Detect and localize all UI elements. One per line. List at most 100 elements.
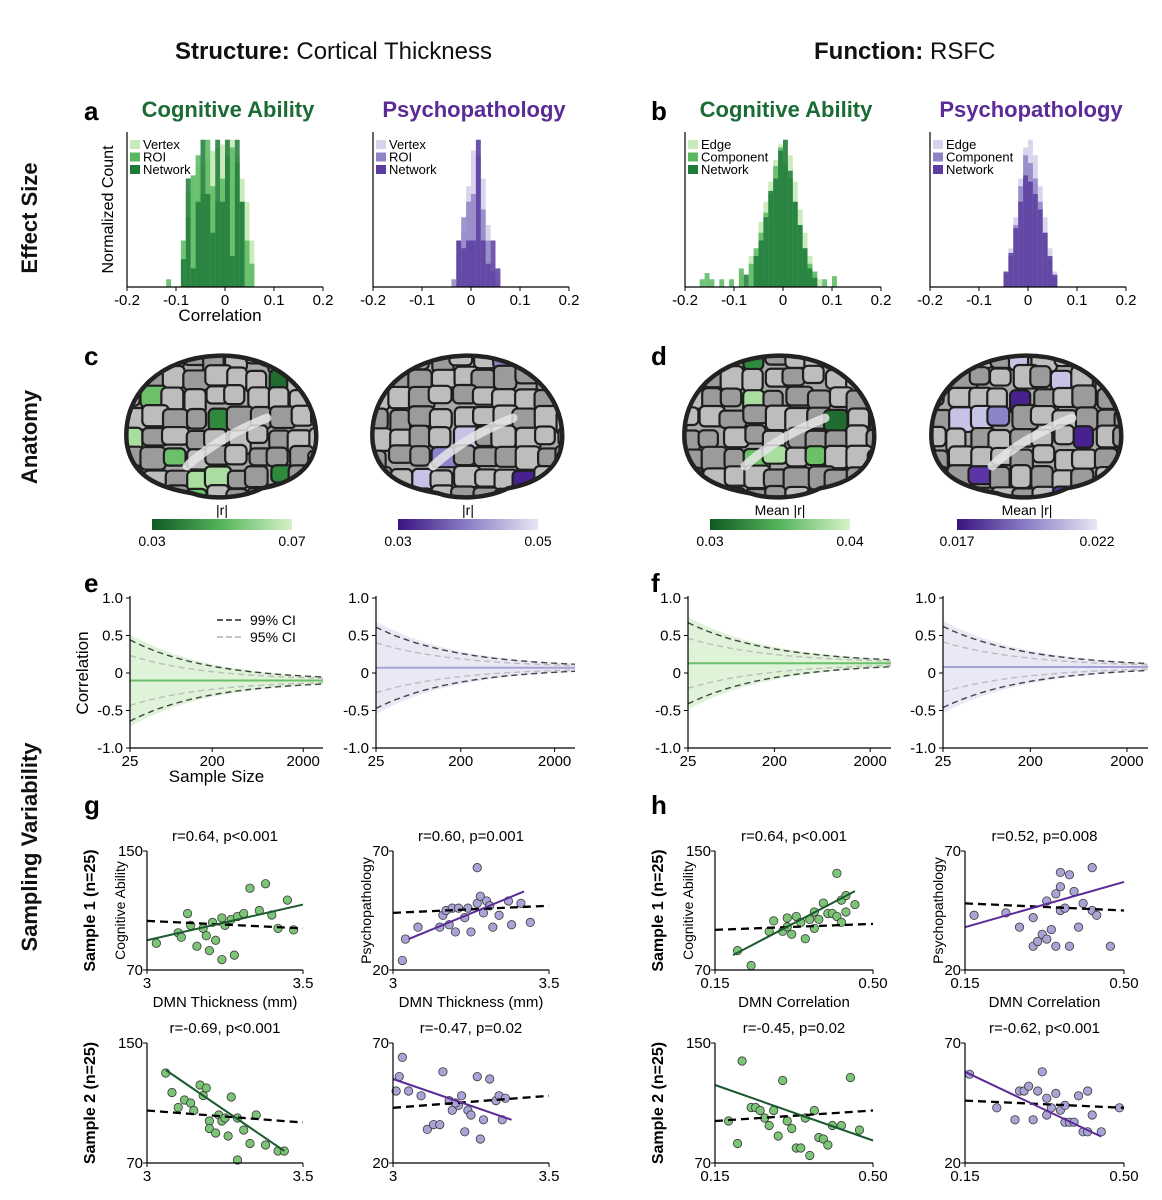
brain-parcel <box>1094 355 1119 373</box>
x-tick-label: 2000 <box>538 753 571 770</box>
y-tick-label: 20 <box>372 1155 389 1172</box>
x-tick-label: 0.15 <box>700 975 729 992</box>
x-tick-label: 3.5 <box>539 975 560 992</box>
bar-network-9 <box>1047 256 1053 287</box>
bar-network-0 <box>456 240 462 287</box>
bar-network-2 <box>466 240 471 287</box>
stat-annotation: r=-0.47, p=0.02 <box>420 1020 523 1037</box>
y-tick-label: 0 <box>928 665 936 682</box>
y-tick-label: 70 <box>126 962 143 979</box>
data-point-18 <box>1073 1091 1084 1101</box>
brain-parcel <box>536 355 559 370</box>
data-point-24 <box>525 917 535 928</box>
sample-fit-line <box>732 890 856 957</box>
panel-letter-g: g <box>84 790 100 820</box>
bar-network-2 <box>1013 228 1019 287</box>
brain-parcel <box>1114 484 1122 498</box>
bar-network-3 <box>763 217 769 287</box>
data-point-0 <box>151 938 161 948</box>
brain-parcel <box>160 425 190 446</box>
panel-letter-d: d <box>651 341 667 371</box>
y-tick-label: -1.0 <box>655 740 681 757</box>
y-tick-label: 70 <box>372 1035 389 1052</box>
data-point-22 <box>282 895 292 905</box>
x-tick-label: 0 <box>779 292 787 309</box>
brain-parcel <box>308 468 317 492</box>
data-point-12 <box>1055 867 1066 878</box>
y-tick-label: 150 <box>686 1035 711 1052</box>
sample-fit-line <box>146 903 304 942</box>
brain-parcel <box>781 366 806 387</box>
data-point-10 <box>1051 889 1061 899</box>
data-point-20 <box>494 910 504 920</box>
data-point-7 <box>201 931 211 941</box>
y-tick-label: 1.0 <box>102 590 123 607</box>
sylvian-fissure-highlight <box>182 413 272 471</box>
x-tick-label: 0.2 <box>871 292 892 309</box>
data-point-9 <box>1042 1093 1052 1103</box>
brain-parcel <box>868 388 875 412</box>
sample-fit-line <box>165 1069 285 1152</box>
x-tick-label: 0.15 <box>700 1168 729 1185</box>
x-tick-label: 0.1 <box>264 292 285 309</box>
bar-network-6 <box>485 263 491 287</box>
brain-surface-2: |r| 0.03 0.05 <box>370 353 565 549</box>
data-point-3 <box>1028 913 1038 923</box>
x-tick-label: -0.2 <box>672 292 698 309</box>
x-tick-label: 2000 <box>1110 753 1143 770</box>
ci99-upper <box>375 626 576 665</box>
data-point-9 <box>453 903 464 913</box>
y-tick-label: -1.0 <box>343 740 369 757</box>
bar-network-10 <box>1052 274 1058 287</box>
ci95-lower <box>687 664 892 689</box>
data-point-16 <box>809 1105 819 1116</box>
scatter-g1: 150 703 3.5 r=0.64, p<0.001 Cognitive Abilit… <box>82 828 313 1011</box>
data-point-14 <box>814 914 824 925</box>
brain-parcel <box>309 355 317 370</box>
y-tick-label: 20 <box>944 962 961 979</box>
y-tick-label: 0 <box>361 665 369 682</box>
bar-network-13 <box>812 277 818 287</box>
data-point-11 <box>211 1128 221 1138</box>
colorbar-max: 0.022 <box>1079 533 1114 549</box>
data-point-4 <box>416 1091 426 1101</box>
brain-parcel <box>555 409 563 436</box>
y-tick-label: 150 <box>118 1035 143 1052</box>
bar-network-2 <box>190 268 196 287</box>
chart-title: Cognitive Ability <box>142 97 316 122</box>
y-tick-label: 70 <box>944 1035 961 1052</box>
x-axis-label: DMN Thickness (mm) <box>153 994 298 1011</box>
brain-parcel <box>291 484 315 498</box>
data-point-15 <box>466 1110 476 1120</box>
y-axis-label: Cognitive Ability <box>112 861 128 960</box>
data-point-1 <box>400 934 411 944</box>
x-tick-label: -0.2 <box>917 292 943 309</box>
bar-network-7 <box>215 139 221 287</box>
brain-parcel <box>931 488 953 498</box>
histogram-b1: -0.2 -0.1 0 0.1 0.2 Cognitive Ability EdgeComp… <box>672 97 891 309</box>
scatter-h2: 70 200.15 0.50 r=0.52, p=0.008 Psychopatholo… <box>930 828 1139 1011</box>
brain-parcel <box>427 384 453 405</box>
brain-parcel <box>139 355 165 371</box>
data-point-7 <box>435 1120 445 1130</box>
brain-parcels <box>684 355 875 498</box>
y-axis-label: Psychopathology <box>930 857 946 964</box>
legend-label-ci99: 99% CI <box>250 612 296 628</box>
data-point-5 <box>1033 936 1043 947</box>
data-point-15 <box>223 1131 233 1141</box>
data-point-23 <box>850 899 860 910</box>
bar-network-1 <box>185 178 191 287</box>
brain-parcel <box>684 365 702 387</box>
brain-parcel <box>534 425 556 446</box>
brain-parcel <box>556 388 563 412</box>
y-tick-label: 1.0 <box>915 590 936 607</box>
x-tick-label: 3 <box>143 1168 151 1185</box>
x-tick-label: 0.50 <box>858 975 887 992</box>
bar-network-5 <box>1028 181 1033 287</box>
x-axis-label: Sample Size <box>169 767 264 786</box>
y-axis-label: Correlation <box>73 631 92 714</box>
colorbar-label: |r| <box>462 502 474 518</box>
y-axis-label: Cognitive Ability <box>680 861 696 960</box>
x-tick-label: 3.5 <box>293 1168 314 1185</box>
